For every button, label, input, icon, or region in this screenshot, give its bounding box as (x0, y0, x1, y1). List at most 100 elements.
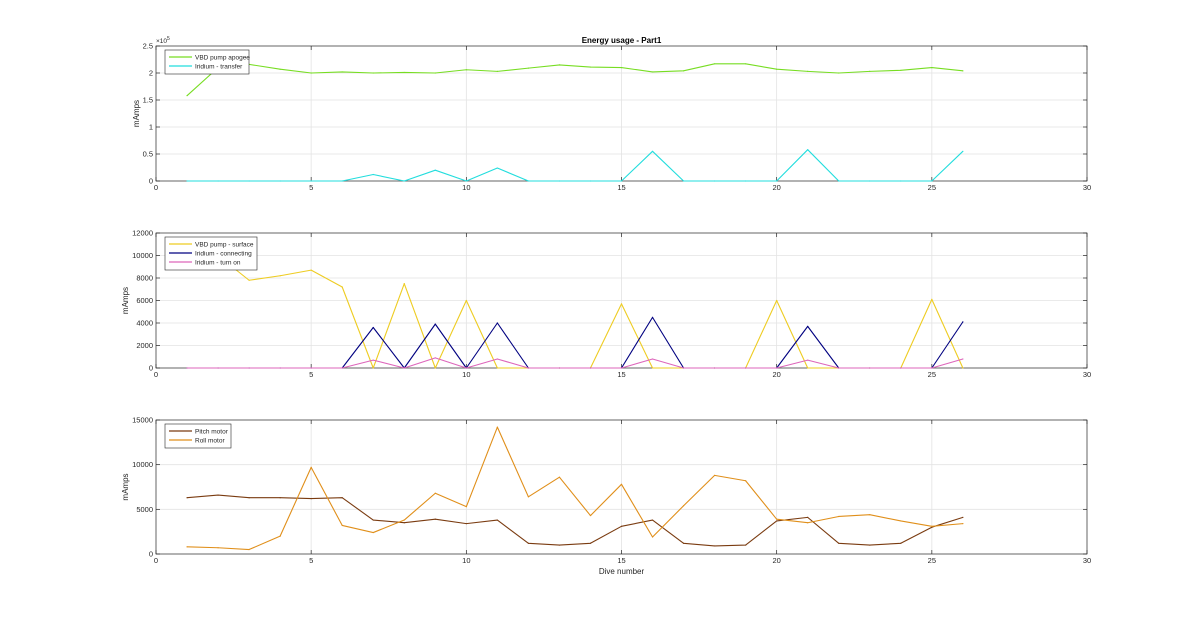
data-point (403, 519, 405, 521)
data-point (248, 548, 250, 551)
data-point (620, 483, 623, 485)
data-point (372, 359, 374, 361)
data-point (527, 67, 530, 69)
x-tick-label: 30 (1083, 183, 1091, 192)
data-point (217, 494, 219, 496)
data-point (186, 95, 188, 97)
y-tick-label: 0 (149, 364, 153, 373)
data-point (186, 180, 188, 182)
data-point (310, 72, 312, 74)
data-point (651, 519, 654, 521)
data-point (931, 180, 933, 182)
data-point (589, 367, 592, 369)
data-point (900, 367, 902, 369)
y-tick-label: 15000 (132, 416, 153, 425)
data-point (341, 497, 343, 499)
data-point (279, 367, 281, 369)
data-point (372, 531, 374, 534)
data-point (807, 367, 809, 369)
data-point (248, 367, 250, 369)
data-point (372, 326, 374, 329)
data-point (558, 180, 561, 182)
data-point (527, 180, 530, 182)
data-point (434, 169, 436, 171)
data-point (745, 180, 747, 182)
x-tick-label: 10 (462, 183, 470, 192)
y-axis-label: mAmps (121, 473, 130, 500)
y-exponent-label: ×105 (156, 36, 170, 45)
data-point (838, 72, 840, 74)
data-point (807, 70, 809, 72)
data-point (341, 367, 343, 369)
data-point (558, 544, 561, 546)
series-line-1 (186, 494, 964, 547)
data-point (745, 367, 747, 369)
data-point (745, 544, 747, 546)
y-axis-label: mAmps (121, 287, 130, 314)
legend: VBD pump apogee Iridium - transfer (164, 49, 250, 75)
y-tick-label: 6000 (136, 296, 153, 305)
data-point (651, 71, 654, 73)
legend-entry: Iridium - connecting (195, 250, 252, 257)
y-tick-label: 12000 (132, 229, 153, 238)
data-point (465, 69, 467, 71)
legend-entry: VBD pump - surface (195, 241, 254, 248)
data-point (682, 542, 685, 544)
data-point (186, 546, 188, 548)
data-point (403, 180, 405, 182)
data-point (807, 325, 809, 327)
series-line-2 (187, 149, 964, 182)
data-point (403, 367, 405, 369)
data-point (869, 544, 871, 546)
data-point (745, 63, 747, 65)
data-point (776, 68, 778, 70)
data-point (465, 367, 467, 369)
x-tick-label: 20 (772, 183, 780, 192)
y-tick-label: 2 (149, 69, 153, 78)
data-point (807, 359, 809, 361)
data-point (496, 322, 498, 324)
y-tick-label: 2000 (136, 341, 153, 350)
data-point (558, 476, 561, 478)
data-point (651, 367, 654, 369)
data-point (465, 180, 467, 182)
y-tick-label: 2.5 (143, 42, 153, 51)
data-point (403, 522, 405, 524)
data-point (310, 180, 312, 182)
data-point (372, 173, 374, 176)
legend-entry: Iridium - turn on (195, 259, 241, 266)
data-point (931, 298, 933, 300)
legend-entry: Pitch motor (195, 428, 229, 435)
data-point (279, 68, 281, 70)
y-tick-label: 8000 (136, 274, 153, 283)
data-point (714, 63, 716, 65)
y-tick-label: 1 (149, 123, 153, 132)
data-point (962, 321, 964, 323)
x-tick-label: 15 (617, 370, 625, 379)
data-point (186, 367, 188, 369)
data-point (496, 167, 498, 169)
data-point (838, 515, 840, 518)
data-point (651, 150, 654, 152)
data-point (714, 367, 716, 369)
legend-box (164, 49, 250, 75)
data-point (310, 498, 312, 500)
data-point (589, 542, 592, 544)
data-point (931, 67, 933, 69)
data-point (807, 149, 809, 151)
data-point (248, 497, 250, 499)
y-tick-label: 10000 (132, 460, 153, 469)
data-point (341, 524, 343, 527)
data-point (341, 71, 343, 73)
series-line-3 (187, 357, 964, 369)
data-point (682, 180, 685, 182)
data-point (217, 367, 219, 369)
data-point (279, 497, 281, 499)
data-point (869, 514, 871, 516)
data-point (869, 70, 871, 72)
x-tick-label: 0 (154, 183, 158, 192)
data-point (714, 474, 716, 476)
y-exponent-power: 5 (167, 36, 170, 42)
data-point (807, 522, 809, 524)
